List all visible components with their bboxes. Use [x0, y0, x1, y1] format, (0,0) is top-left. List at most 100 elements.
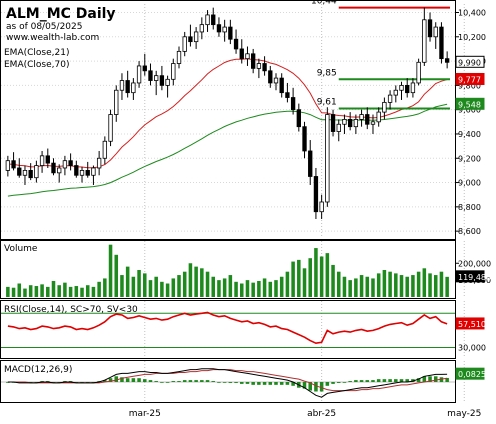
rsi-title: RSI(Close,14), SC>70, SV<30	[4, 305, 138, 315]
chart-date: as of 08/05/2025	[6, 22, 82, 32]
x-axis-label: mar-25	[129, 409, 161, 419]
volume-bar	[222, 278, 227, 297]
volume-bar	[103, 278, 107, 297]
macd-histogram-bar	[405, 379, 409, 382]
candle-body	[313, 176, 319, 213]
legend-ema70: EMA(Close,70)	[4, 60, 69, 70]
macd-histogram-bar	[302, 382, 307, 389]
volume-bar	[319, 256, 324, 297]
candle-body	[108, 114, 113, 142]
volume-bar	[165, 283, 170, 297]
chart-site: www.wealth-lab.com	[6, 33, 99, 43]
macd-histogram-bar	[439, 377, 444, 382]
candle-body	[422, 19, 427, 63]
candle-body	[188, 36, 193, 43]
macd-histogram-bar	[268, 382, 273, 385]
macd-histogram-bar	[205, 380, 210, 382]
candle-body	[251, 53, 256, 69]
volume-bar	[336, 271, 341, 297]
candle-body	[405, 84, 410, 94]
candle-body	[302, 126, 307, 152]
volume-bar	[40, 284, 44, 297]
volume-bar	[388, 271, 392, 297]
volume-bar	[342, 276, 347, 297]
candle-body	[296, 109, 301, 128]
candle-body	[376, 111, 381, 123]
candle-body	[222, 26, 227, 33]
volume-bar	[274, 280, 278, 297]
volume-bar	[6, 286, 10, 297]
candle-body	[68, 160, 73, 166]
volume-bar	[63, 282, 67, 297]
ema21-value-label-bg	[455, 72, 485, 85]
volume-bar	[354, 278, 358, 297]
volume-bar	[51, 280, 56, 297]
macd-histogram-bar	[394, 379, 398, 382]
candle-body	[370, 121, 376, 125]
volume-bar	[239, 283, 244, 297]
macd-histogram-bar	[194, 380, 198, 382]
volume-bar	[131, 276, 136, 297]
rsi-last-label-bg	[455, 317, 485, 330]
candle-body	[171, 63, 176, 80]
volume-bar	[331, 264, 335, 297]
candle-body	[399, 84, 404, 91]
candle-body	[136, 65, 142, 84]
price-axis-label: 9,400	[458, 130, 481, 139]
candle-body	[319, 201, 324, 213]
candle-body	[62, 160, 68, 169]
volume-bar	[46, 286, 50, 297]
volume-bar	[57, 285, 61, 297]
candle-body	[57, 167, 62, 174]
candle-body	[433, 26, 438, 38]
volume-bar	[439, 271, 444, 297]
volume-bar	[228, 275, 233, 297]
volume-bar	[28, 285, 33, 297]
macd-histogram-bar	[336, 382, 341, 383]
candle-body	[336, 123, 341, 132]
volume-bar	[160, 281, 164, 297]
candle-body	[91, 167, 96, 176]
candle-body	[74, 165, 79, 176]
volume-bar	[114, 254, 119, 297]
candle-body	[211, 14, 216, 26]
candle-body	[17, 167, 22, 176]
volume-bar	[382, 270, 387, 297]
volume-bar	[234, 281, 238, 297]
candle-body	[114, 89, 119, 115]
candle-body	[148, 70, 153, 81]
volume-bar	[262, 278, 267, 297]
macd-histogram-bar	[376, 379, 381, 382]
volume-bar	[314, 248, 318, 297]
macd-histogram-bar	[103, 380, 107, 382]
volume-bar	[217, 280, 221, 297]
candle-body	[239, 48, 244, 60]
volume-bar	[120, 275, 124, 297]
volume-bar	[394, 273, 398, 297]
volume-bar	[97, 281, 101, 297]
volume-bar	[80, 287, 84, 297]
volume-bar	[257, 280, 261, 297]
candle-body	[11, 160, 16, 169]
volume-bar	[371, 278, 375, 297]
volume-bar	[445, 276, 449, 297]
marks-layer	[5, 6, 450, 398]
macd-histogram-bar	[188, 380, 193, 382]
candle-body	[444, 58, 450, 63]
macd-histogram-bar	[433, 376, 438, 382]
macd-histogram-bar	[308, 382, 312, 391]
macd-histogram-bar	[239, 382, 244, 384]
macd-histogram-bar	[131, 378, 136, 382]
candle-body	[359, 114, 364, 120]
macd-histogram-bar	[257, 382, 261, 385]
volume-bar	[302, 268, 307, 297]
macd-histogram-bar	[182, 380, 187, 382]
ema70-value-label-bg	[455, 97, 485, 110]
macd-histogram-bar	[125, 378, 130, 382]
candle-body	[22, 170, 28, 176]
macd-histogram-bar	[422, 376, 427, 382]
volume-bar	[11, 287, 16, 297]
macd-histogram-bar	[325, 382, 330, 386]
volume-bar	[125, 266, 130, 297]
volume-bar	[428, 273, 432, 297]
